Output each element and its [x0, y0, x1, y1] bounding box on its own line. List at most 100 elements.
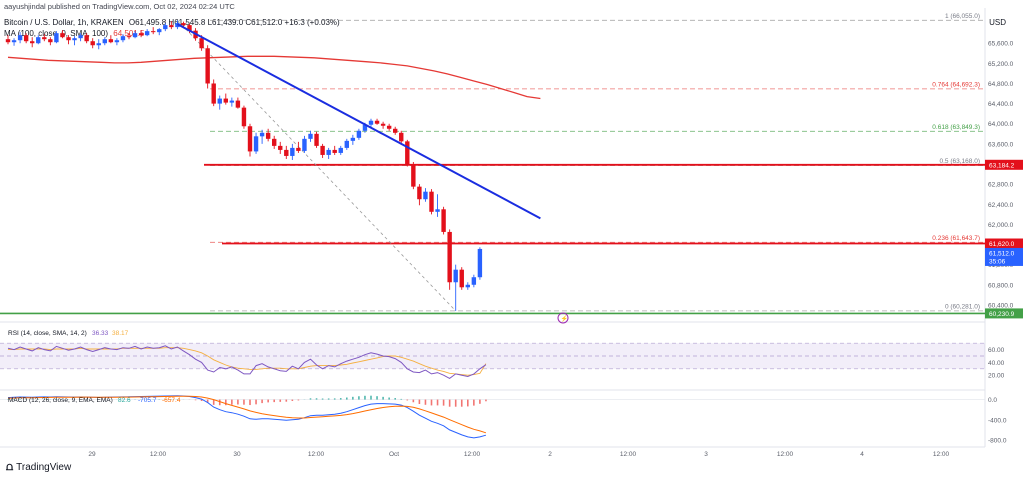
- candle-body: [211, 83, 216, 104]
- candle: [411, 161, 416, 190]
- candle-body: [42, 37, 47, 40]
- event-marker-icon: [557, 312, 569, 324]
- candle-body: [302, 138, 307, 151]
- candle: [320, 143, 325, 158]
- candle: [169, 21, 174, 30]
- candle: [399, 130, 404, 144]
- ma100-line: [7, 55, 541, 100]
- price-tick-label: 64,000.0: [988, 121, 1014, 128]
- candle: [278, 141, 283, 154]
- candle: [253, 132, 259, 154]
- price-tick-label: 60,800.0: [988, 282, 1014, 289]
- time-tick-label: 12:00: [933, 451, 950, 458]
- candle-body: [96, 43, 101, 46]
- fib-level-label: 1 (66,055.0): [945, 13, 980, 20]
- candle: [36, 35, 41, 45]
- candle: [350, 134, 356, 145]
- candle: [374, 118, 380, 125]
- candle: [386, 123, 392, 131]
- candle-body: [163, 25, 168, 30]
- candle: [435, 194, 440, 217]
- candle: [405, 139, 410, 167]
- candle-body: [477, 248, 483, 278]
- candle: [465, 282, 470, 290]
- candle: [393, 126, 398, 135]
- candle-body: [320, 145, 325, 155]
- candle: [235, 97, 241, 109]
- price-level-tag-label: 63,184.2: [989, 162, 1015, 169]
- candle: [308, 130, 313, 142]
- time-tick-label: 4: [860, 451, 864, 458]
- macd-tick-label: -800.0: [988, 437, 1007, 444]
- price-tick-label: 65,200.0: [988, 61, 1014, 68]
- time-tick-label: 30: [233, 451, 241, 458]
- macd-tick-label: -400.0: [988, 417, 1007, 424]
- price-level-tag: [985, 159, 1023, 170]
- candle-body: [338, 147, 343, 153]
- candle-body: [265, 132, 271, 139]
- candle: [5, 35, 11, 45]
- candle-body: [417, 186, 422, 200]
- candle: [471, 274, 477, 288]
- candle-body: [380, 123, 386, 126]
- candle: [326, 147, 331, 159]
- candle: [356, 128, 362, 140]
- time-tick-label: 12:00: [308, 451, 325, 458]
- brand-text: TradingView: [16, 462, 72, 473]
- candle-body: [399, 132, 404, 142]
- candle: [459, 267, 464, 290]
- time-tick-label: 2: [548, 451, 552, 458]
- candle: [108, 35, 114, 44]
- candle-body: [132, 33, 138, 38]
- price-level-tag: [985, 238, 1023, 249]
- candle-body: [84, 35, 89, 42]
- price-level-tag-label: 60,230.9: [989, 311, 1015, 318]
- candle-body: [247, 126, 253, 152]
- price-tick-label: 63,600.0: [988, 141, 1014, 148]
- price-tick-label: 60,400.0: [988, 302, 1014, 309]
- candle: [223, 93, 228, 105]
- candle: [296, 141, 301, 153]
- candle-body: [157, 29, 162, 33]
- last-price-tag: [985, 247, 1023, 266]
- time-tick-label: 12:00: [620, 451, 637, 458]
- ohlc-values: O61,495.8 H61,545.8 L61,439.0 C61,512.0 …: [128, 18, 340, 27]
- candle: [338, 145, 343, 155]
- candle: [78, 33, 83, 42]
- candle: [60, 30, 65, 39]
- candle-body: [223, 98, 228, 103]
- rsi-signal-value: 38.17: [112, 330, 129, 337]
- last-price-value: 61,512.0: [989, 250, 1015, 257]
- candle-body: [465, 284, 470, 288]
- candle-body: [332, 149, 337, 153]
- candle-body: [393, 128, 398, 133]
- rsi-tick-label: 20.00: [988, 373, 1005, 380]
- candle: [423, 188, 428, 202]
- candle-body: [151, 31, 156, 33]
- candle: [72, 36, 77, 46]
- candle-body: [126, 36, 132, 38]
- candle: [30, 37, 35, 48]
- candle-body: [344, 140, 349, 148]
- candle-body: [5, 39, 11, 43]
- candle: [453, 264, 458, 311]
- candle-body: [235, 100, 241, 108]
- candle-body: [459, 269, 464, 288]
- price-tick-label: 62,400.0: [988, 202, 1014, 209]
- candle: [241, 105, 247, 129]
- candle: [132, 31, 138, 39]
- currency-label: USD: [989, 18, 1006, 27]
- candle-body: [308, 133, 313, 139]
- symbol-ohlc-line: Bitcoin / U.S. Dollar, 1h, KRAKEN O61,49…: [4, 18, 340, 27]
- candle-body: [290, 147, 295, 156]
- candle-body: [199, 38, 204, 49]
- candle-body: [17, 35, 23, 41]
- candle: [332, 145, 337, 155]
- macd-title: MACD (12, 26, close, 9, EMA, EMA): [8, 397, 113, 404]
- candle-body: [66, 37, 71, 41]
- candle-body: [296, 147, 301, 151]
- candle: [265, 128, 271, 142]
- candle-body: [350, 137, 356, 141]
- candle-body: [259, 132, 265, 137]
